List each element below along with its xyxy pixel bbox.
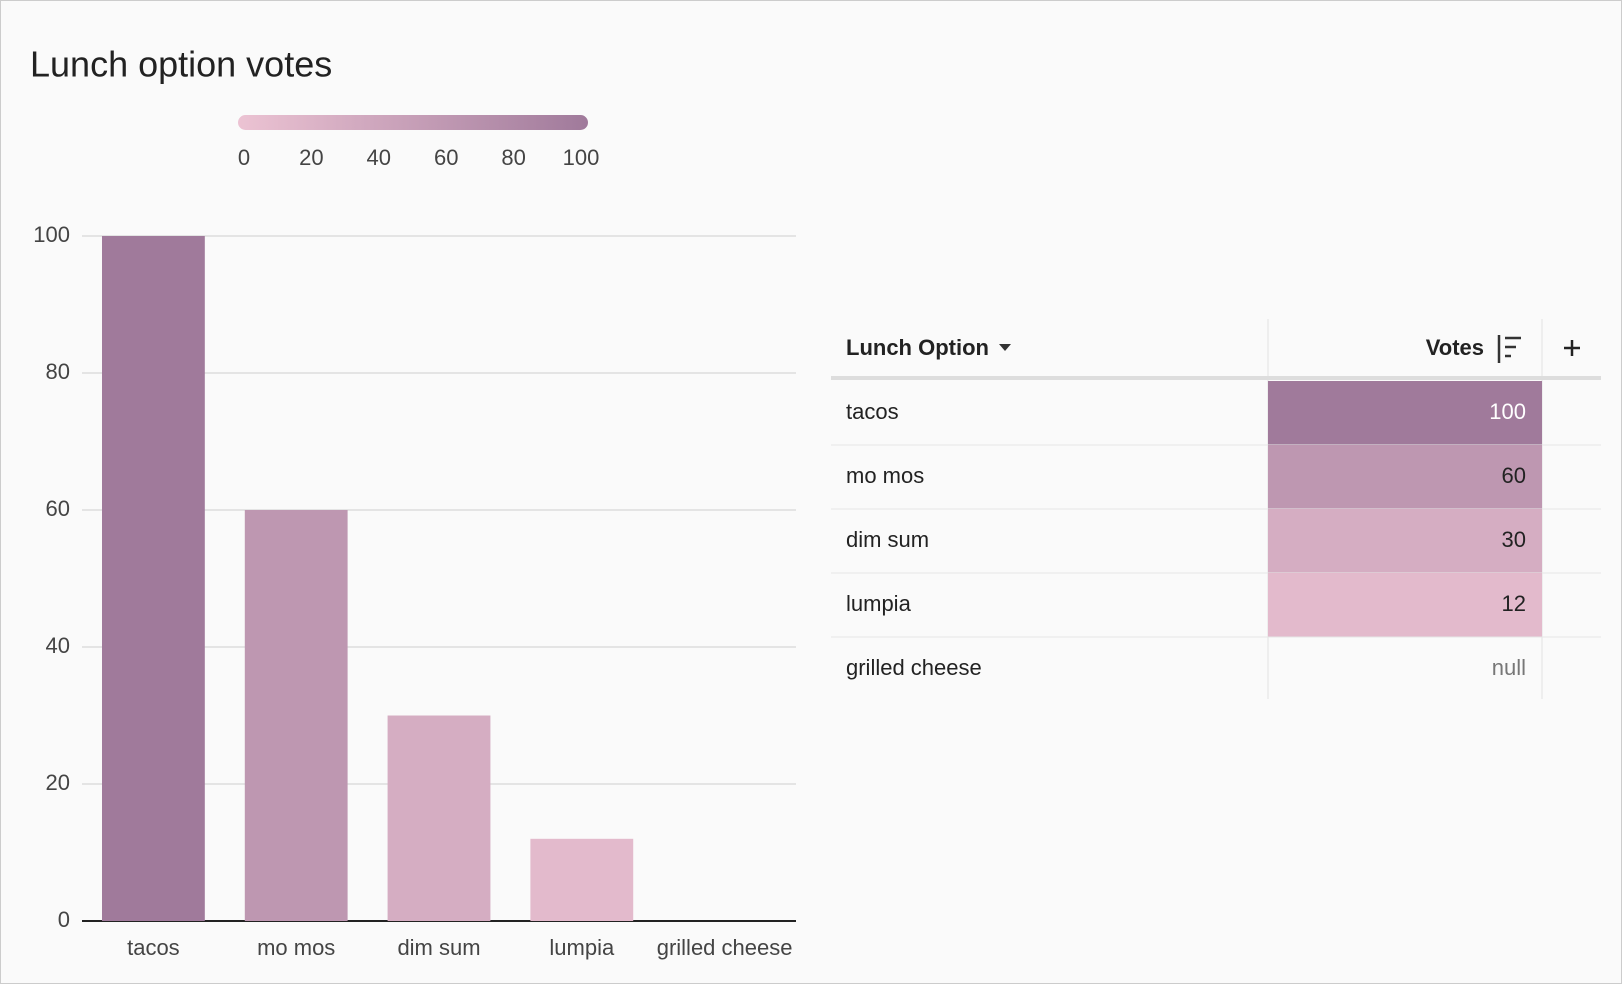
x-tick-label: lumpia — [549, 935, 615, 960]
table-cell-fill — [1268, 381, 1542, 445]
y-tick-label: 100 — [33, 222, 70, 247]
column-header[interactable]: Lunch Option — [846, 335, 989, 360]
x-tick-label: dim sum — [397, 935, 480, 960]
y-tick-label: 0 — [58, 907, 70, 932]
x-tick-label: grilled cheese — [657, 935, 793, 960]
bar — [530, 838, 634, 921]
y-tick-label: 80 — [46, 359, 70, 384]
bar — [101, 236, 205, 921]
table-cell: tacos — [846, 399, 899, 424]
legend-tick-label: 0 — [238, 145, 250, 170]
add-column-icon[interactable] — [1564, 340, 1580, 356]
table-cell: 12 — [1502, 591, 1526, 616]
bar — [387, 715, 491, 921]
table-cell: mo mos — [846, 463, 924, 488]
table-cell: 60 — [1502, 463, 1526, 488]
table-cell: null — [1492, 655, 1526, 680]
table-cell: 100 — [1489, 399, 1526, 424]
sort-icon[interactable] — [1497, 335, 1521, 363]
table-cell-fill — [1268, 445, 1542, 509]
table-cell: 30 — [1502, 527, 1526, 552]
color-legend-bar — [238, 115, 588, 130]
legend-tick-label: 80 — [501, 145, 525, 170]
table-cell: lumpia — [846, 591, 912, 616]
y-tick-label: 40 — [46, 633, 70, 658]
dropdown-icon[interactable] — [999, 344, 1011, 351]
x-tick-label: mo mos — [257, 935, 335, 960]
legend-tick-label: 100 — [563, 145, 600, 170]
table-cell-fill — [1268, 573, 1542, 637]
table-cell: grilled cheese — [846, 655, 982, 680]
column-header[interactable]: Votes — [1426, 335, 1484, 360]
legend-tick-label: 20 — [299, 145, 323, 170]
legend-tick-label: 40 — [367, 145, 391, 170]
bar — [244, 510, 348, 921]
table-cell-fill — [1268, 509, 1542, 573]
legend-tick-label: 60 — [434, 145, 458, 170]
y-tick-label: 20 — [46, 770, 70, 795]
y-tick-label: 60 — [46, 496, 70, 521]
table-cell: dim sum — [846, 527, 929, 552]
x-tick-label: tacos — [127, 935, 180, 960]
chart-title: Lunch option votes — [30, 44, 332, 85]
